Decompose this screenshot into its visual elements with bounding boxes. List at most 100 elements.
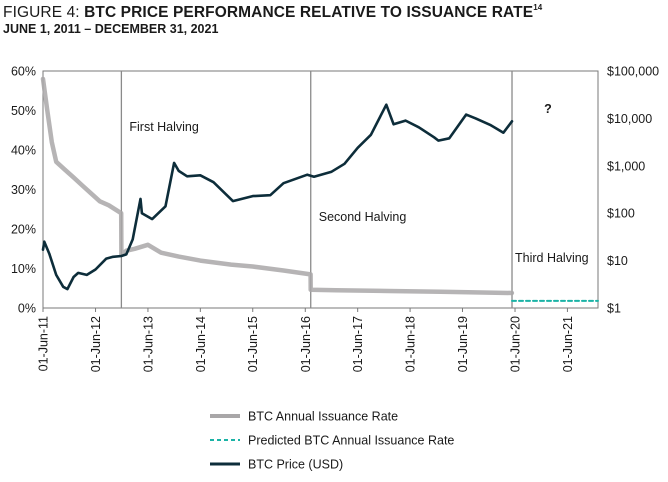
y-left-tick-label: 20% xyxy=(11,223,36,237)
data-point xyxy=(370,134,372,136)
data-point xyxy=(126,254,128,256)
data-point xyxy=(67,288,69,290)
x-tick-label: 01-Jun-11 xyxy=(37,316,51,371)
y-left-tick-label: 30% xyxy=(11,183,36,197)
halving-label: Third Halving xyxy=(515,251,589,265)
data-point xyxy=(77,272,79,274)
data-point xyxy=(200,260,202,262)
data-point xyxy=(503,132,505,134)
data-point xyxy=(475,118,477,120)
data-point xyxy=(64,169,66,171)
y-left-tick-label: 40% xyxy=(11,144,36,158)
halving-lines: First Halving Second Halving Third Halving… xyxy=(120,71,589,308)
data-point xyxy=(405,120,407,122)
data-point xyxy=(134,248,136,250)
data-point xyxy=(357,147,359,149)
legend-label: BTC Price (USD) xyxy=(248,458,343,472)
data-point xyxy=(213,181,215,183)
data-point xyxy=(99,201,101,203)
data-point xyxy=(95,269,97,271)
x-tick-label: 01-Jun-14 xyxy=(194,316,208,372)
data-point xyxy=(73,276,75,278)
data-point xyxy=(283,182,285,184)
x-tick-label: 01-Jun-19 xyxy=(456,316,470,372)
y-right-tick-label: $100 xyxy=(607,207,635,221)
x-tick-label: 01-Jun-20 xyxy=(509,316,523,372)
question-mark-annotation: ? xyxy=(544,102,552,116)
y-right-tick-label: $100,000 xyxy=(607,65,659,79)
x-tick-label: 01-Jun-17 xyxy=(351,316,365,372)
data-point xyxy=(173,162,175,164)
x-tick-label: 01-Jun-21 xyxy=(561,316,575,372)
y-right-tick-label: $1 xyxy=(607,302,621,316)
data-point xyxy=(418,127,420,129)
x-tick-label: 01-Jun-16 xyxy=(299,316,313,372)
data-point xyxy=(270,194,272,196)
data-point xyxy=(140,198,142,200)
data-point xyxy=(42,78,44,80)
data-point xyxy=(121,255,123,257)
data-point xyxy=(438,140,440,142)
data-point xyxy=(160,252,162,254)
data-point xyxy=(165,206,167,208)
data-point xyxy=(51,141,53,143)
data-point xyxy=(344,163,346,165)
data-point xyxy=(511,292,513,294)
data-point xyxy=(313,176,315,178)
x-tick-label: 01-Jun-18 xyxy=(404,316,418,372)
data-point xyxy=(86,274,88,276)
btc-price-line xyxy=(41,103,514,291)
data-point xyxy=(490,124,492,126)
y-left-tick-label: 0% xyxy=(18,302,36,316)
data-point xyxy=(230,264,232,266)
legend: BTC Annual Issuance Rate Predicted BTC An… xyxy=(210,410,454,472)
data-point xyxy=(42,249,44,251)
data-point xyxy=(449,138,451,140)
y-left-tick-label: 60% xyxy=(11,65,36,79)
issuance-rate-line xyxy=(40,76,515,296)
axes: 0% 10% 20% 30% 40% 50% 60% $1 $10 $100 $1,000 $10,0… xyxy=(11,65,659,373)
halving-label: First Halving xyxy=(129,120,199,134)
data-point xyxy=(178,256,180,258)
data-point xyxy=(440,291,442,293)
data-point xyxy=(331,171,333,173)
y-right-tick-label: $10,000 xyxy=(607,112,652,126)
data-point xyxy=(147,244,149,246)
data-point xyxy=(310,274,312,276)
data-point xyxy=(178,170,180,172)
grid xyxy=(42,70,599,309)
data-point xyxy=(465,114,467,116)
x-tick-label: 01-Jun-15 xyxy=(246,316,260,372)
title-text: BTC PRICE PERFORMANCE RELATIVE TO ISSUAN… xyxy=(84,4,534,21)
y-right-tick-label: $1,000 xyxy=(607,159,645,173)
data-point xyxy=(386,104,388,106)
data-point xyxy=(200,175,202,177)
data-point xyxy=(511,121,513,123)
plot-frame xyxy=(42,70,599,309)
data-point xyxy=(108,205,110,207)
y-right-tick-label: $10 xyxy=(607,254,628,268)
data-point xyxy=(433,137,435,139)
data-point xyxy=(186,176,188,178)
data-point xyxy=(132,239,134,241)
y-left-tick-label: 50% xyxy=(11,104,36,118)
data-point xyxy=(62,286,64,288)
series-layer xyxy=(40,76,599,302)
data-point xyxy=(310,289,312,291)
data-point xyxy=(597,300,599,302)
data-point xyxy=(141,212,143,214)
data-point xyxy=(307,174,309,176)
title-footnote: 14 xyxy=(533,3,543,12)
data-point xyxy=(232,200,234,202)
data-point xyxy=(393,124,395,126)
data-point xyxy=(47,110,49,112)
x-tick-label: 01-Jun-13 xyxy=(141,316,155,372)
data-point xyxy=(55,274,57,276)
data-point xyxy=(55,161,57,163)
data-point xyxy=(335,289,337,291)
legend-label: Predicted BTC Annual Issuance Rate xyxy=(248,434,454,448)
data-point xyxy=(44,241,46,243)
data-point xyxy=(49,253,51,255)
data-point xyxy=(388,290,390,292)
